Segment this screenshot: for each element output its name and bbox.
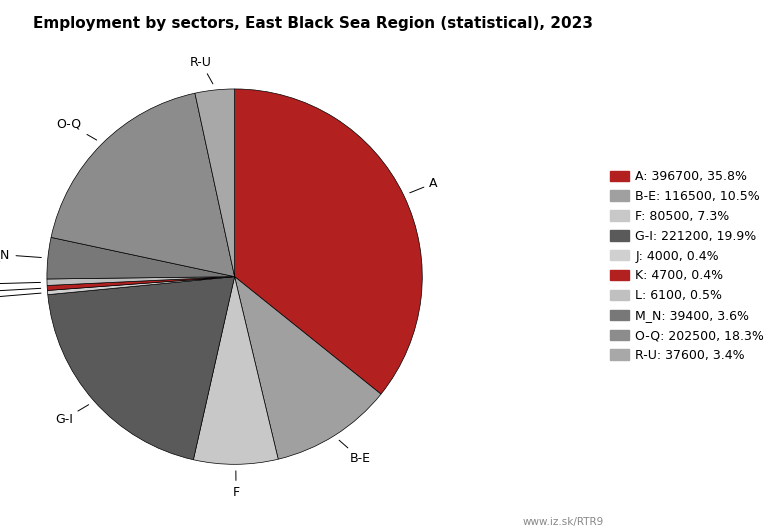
Wedge shape — [47, 277, 235, 290]
Text: M_N: M_N — [0, 248, 41, 261]
Wedge shape — [48, 277, 235, 295]
Text: F: F — [232, 471, 239, 499]
Text: A: A — [410, 177, 438, 193]
Text: K: K — [0, 285, 41, 298]
Text: L: L — [0, 277, 41, 290]
Wedge shape — [51, 93, 235, 277]
Wedge shape — [235, 89, 422, 394]
Text: www.iz.sk/RTR9: www.iz.sk/RTR9 — [522, 517, 604, 527]
Text: O-Q: O-Q — [56, 118, 97, 140]
Text: J: J — [0, 291, 41, 304]
Wedge shape — [235, 277, 381, 459]
Wedge shape — [195, 89, 235, 277]
Text: Employment by sectors, East Black Sea Region (statistical), 2023: Employment by sectors, East Black Sea Re… — [33, 16, 593, 31]
Legend: A: 396700, 35.8%, B-E: 116500, 10.5%, F: 80500, 7.3%, G-I: 221200, 19.9%, J: 400: A: 396700, 35.8%, B-E: 116500, 10.5%, F:… — [607, 167, 768, 365]
Wedge shape — [47, 237, 235, 279]
Text: R-U: R-U — [190, 55, 213, 84]
Wedge shape — [48, 277, 235, 460]
Text: B-E: B-E — [339, 440, 371, 466]
Wedge shape — [47, 277, 235, 286]
Text: G-I: G-I — [55, 405, 88, 426]
Wedge shape — [193, 277, 278, 464]
